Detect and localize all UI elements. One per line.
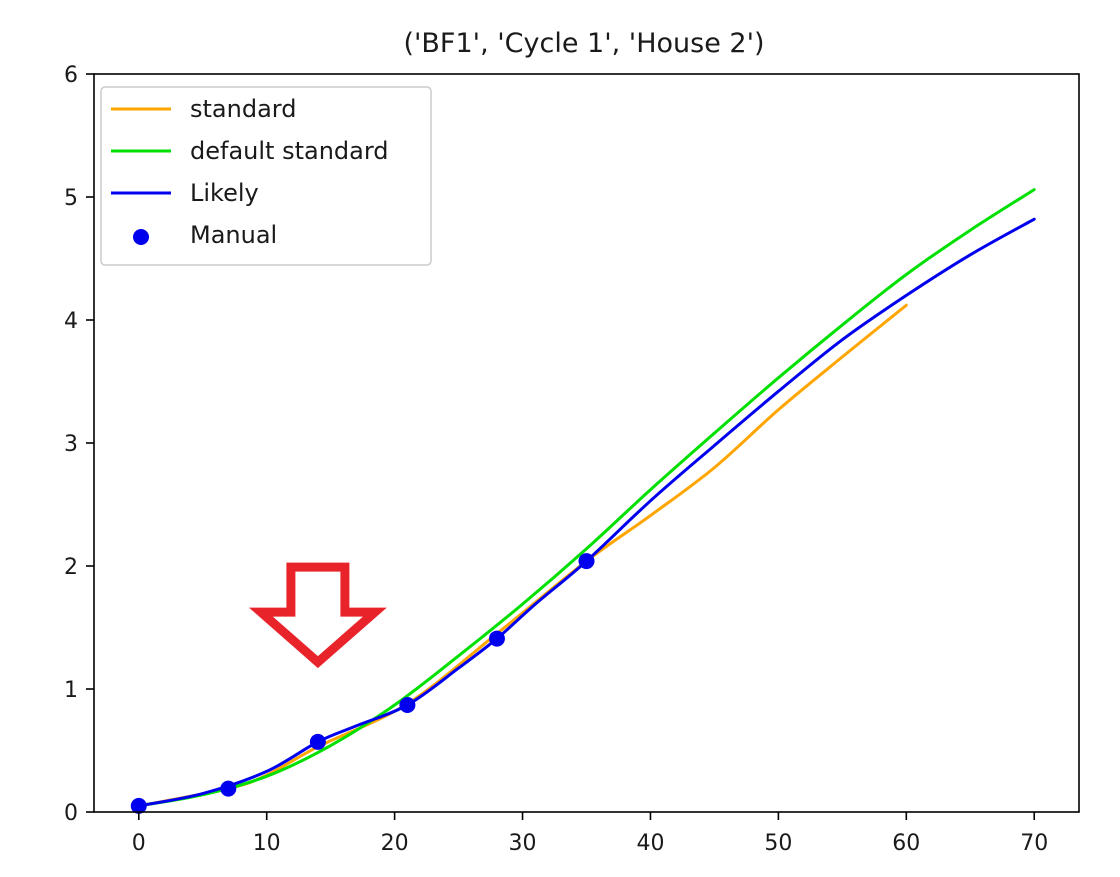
y-tick-label: 2 (64, 555, 78, 580)
data-point-manual (488, 630, 505, 647)
x-tick-label: 30 (509, 831, 537, 856)
legend: standard default standard Likely Manual (100, 86, 432, 266)
legend-marker-manual (133, 229, 149, 245)
annotation-layer (248, 562, 387, 669)
data-point-manual (309, 733, 326, 750)
y-tick-label: 5 (64, 186, 78, 211)
red-arrow-annotation-icon (248, 562, 387, 669)
data-point-manual (399, 696, 416, 713)
y-tick-label: 4 (64, 309, 78, 334)
x-tick-label: 20 (381, 831, 409, 856)
y-axis: 0 1 2 3 4 5 6 (64, 63, 94, 826)
series-layer (130, 188, 1036, 814)
data-point-manual (220, 780, 237, 797)
data-point-manual (578, 553, 595, 570)
legend-label-manual: Manual (190, 221, 277, 249)
series-line-default-standard (137, 188, 1036, 808)
y-tick-label: 6 (64, 63, 78, 88)
legend-label-default-standard: default standard (190, 137, 389, 165)
x-axis: 0 10 20 30 40 50 60 70 (132, 812, 1048, 856)
x-tick-label: 40 (636, 831, 664, 856)
x-tick-label: 0 (132, 831, 146, 856)
x-tick-label: 70 (1020, 831, 1048, 856)
y-tick-label: 3 (64, 432, 78, 457)
chart-title: ('BF1', 'Cycle 1', 'House 2') (403, 28, 764, 59)
data-point-manual (130, 797, 147, 814)
legend-label-likely: Likely (190, 179, 259, 207)
legend-label-standard: standard (190, 95, 296, 123)
series-line-likely (137, 217, 1036, 808)
x-tick-label: 60 (892, 831, 920, 856)
y-tick-label: 1 (64, 678, 78, 703)
y-tick-label: 0 (64, 801, 78, 826)
x-tick-label: 50 (764, 831, 792, 856)
legend-box (100, 86, 432, 266)
x-tick-label: 10 (253, 831, 281, 856)
